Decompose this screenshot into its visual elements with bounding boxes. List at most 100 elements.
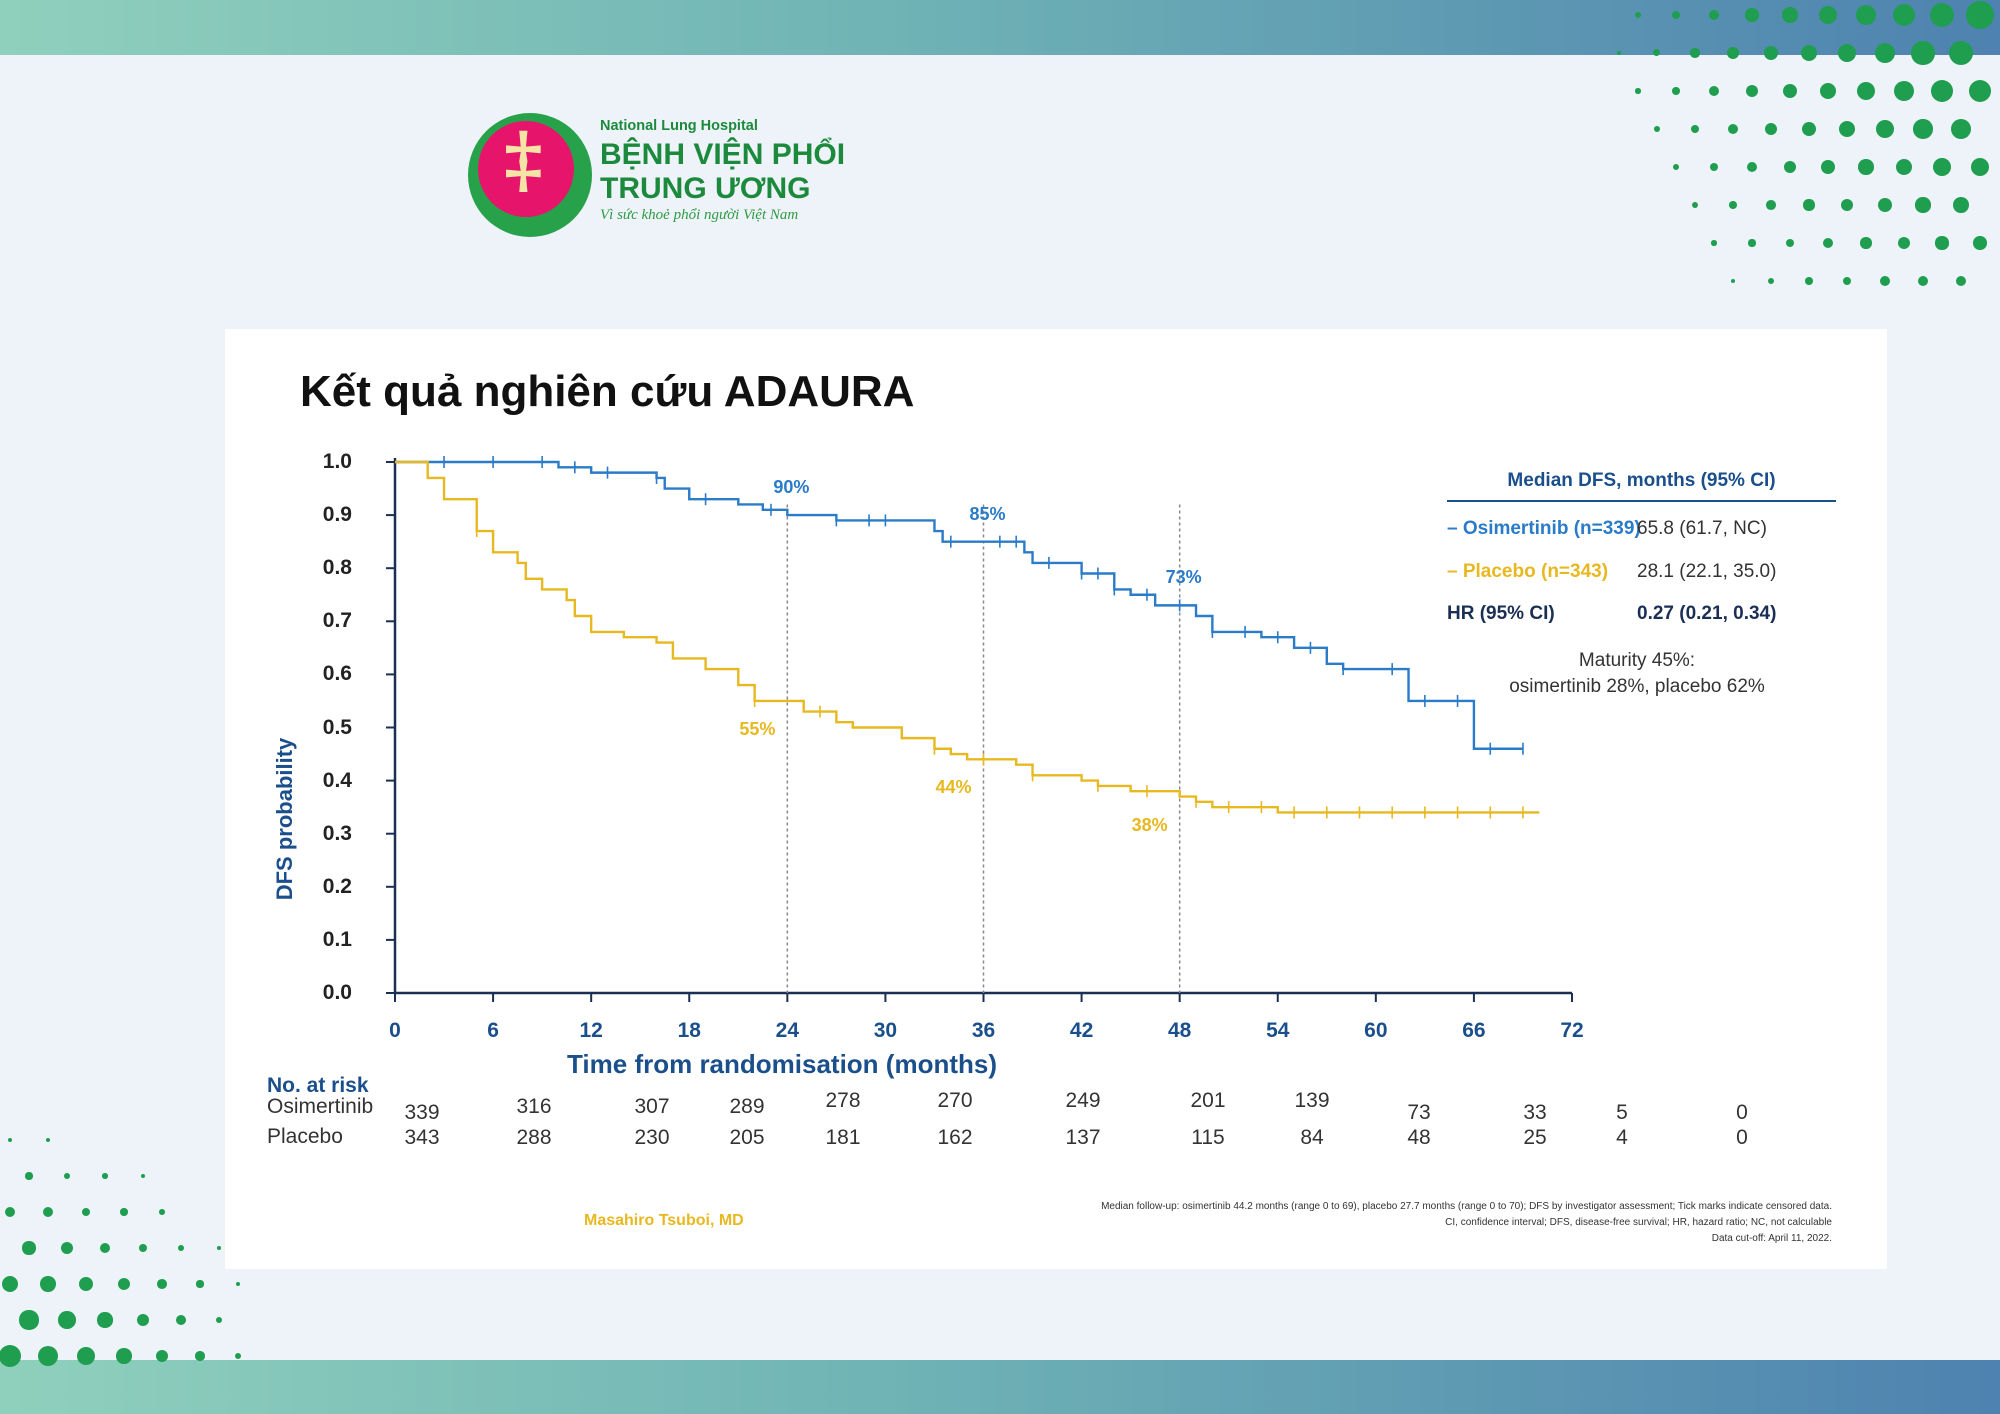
decorative-dot [7,1137,13,1143]
decorative-dot [1838,120,1856,138]
risk-value: 162 [937,1126,973,1149]
y-tick-label: 0.0 [322,981,352,1004]
risk-value: 0 [1736,1101,1748,1124]
risk-value: 339 [404,1101,440,1124]
decorative-dot [1785,238,1795,248]
legend-name: – Osimertinib (n=339) [1447,518,1641,539]
decorative-dot [215,1316,223,1324]
footnote-line: Data cut-off: April 11, 2022. [1711,1233,1832,1244]
decorative-dot [63,1172,71,1180]
decorative-dot [1616,50,1622,56]
decorative-dot [116,1348,132,1364]
median-dfs-legend: Median DFS, months (95% CI) – Osimertini… [1447,470,1836,697]
decorative-dot [1805,277,1813,285]
risk-value: 249 [1065,1089,1101,1112]
hospital-logo: ‡ National Lung Hospital BỆNH VIỆN PHỔI … [468,113,868,243]
decorative-dot [1860,237,1872,249]
decorative-dot [1842,276,1852,286]
decorative-dot [1955,275,1967,287]
decorative-dot [234,1352,242,1360]
footnote-line: CI, confidence interval; DFS, disease-fr… [1445,1217,1832,1228]
y-tick-label: 0.1 [322,927,352,951]
decorative-dot [1877,197,1893,213]
x-tick-label: 36 [971,1019,996,1042]
decorative-dot [1874,42,1896,64]
decorative-dot [157,1279,167,1289]
footnote-line: Median follow-up: osimertinib 44.2 month… [1101,1201,1832,1212]
decorative-dot [159,1209,165,1215]
y-tick-label: 0.8 [322,556,352,580]
x-tick-label: 30 [873,1019,898,1042]
decorative-dot [1913,119,1933,139]
decorative-dot [4,1206,16,1218]
decorative-dot [1892,3,1916,27]
decorative-dot [1800,44,1818,62]
decorative-dot [1966,1,1994,29]
decorative-dot [235,1281,241,1287]
decorative-dot [1767,277,1775,285]
percent-label: 38% [1131,814,1168,835]
risk-value: 5 [1616,1101,1628,1124]
y-tick-label: 0.9 [322,503,352,527]
decorative-dot [1672,163,1680,171]
logo-emblem-inner [478,121,574,217]
y-tick-label: 1.0 [322,450,352,473]
logo-emblem: ‡ [468,113,592,237]
decorative-dot [1672,87,1680,95]
decorative-dot [1745,84,1759,98]
decorative-dot [1671,10,1681,20]
risk-row-name-osimertinib: Osimertinib [267,1095,374,1118]
decorative-dot [1782,83,1798,99]
decorative-dot [1911,41,1935,65]
decorative-dot [1970,157,1990,177]
slide-title: Kết quả nghiên cứu ADAURA [300,367,915,416]
decorative-dot [1935,236,1949,250]
decorative-dot [136,1313,150,1327]
y-tick-label: 0.7 [322,609,352,633]
x-axis-label: Time from randomisation (months) [567,1049,997,1079]
risk-value: 289 [729,1095,765,1118]
decorative-dot [1727,47,1739,59]
decorative-dot [1840,198,1854,212]
y-tick-label: 0.3 [322,821,352,845]
decorative-dot [1635,12,1641,18]
decorative-dot [1822,237,1834,249]
decorative-dot [1858,159,1874,175]
decorative-dot [1727,123,1739,135]
decorative-dot [1819,6,1837,24]
footnote: Median follow-up: osimertinib 44.2 month… [932,1199,1832,1247]
x-tick-label: 60 [1364,1019,1388,1042]
decorative-dot [1746,161,1758,173]
decorative-dot [1709,162,1719,172]
x-tick-label: 54 [1266,1019,1290,1042]
decorative-dot [0,1344,22,1368]
decorative-dot [1855,4,1877,26]
x-tick-label: 42 [1069,1019,1094,1042]
decorative-dot [1950,118,1972,140]
author-credit: Masahiro Tsuboi, MD [584,1212,744,1229]
risk-value: 205 [729,1126,765,1149]
risk-value: 137 [1065,1126,1101,1149]
legend-value: 65.8 (61.7, NC) [1637,518,1767,539]
logo-tagline: Vì sức khoẻ phổi người Việt Nam [600,207,799,223]
risk-value: 73 [1407,1101,1431,1124]
risk-value: 343 [404,1126,440,1149]
x-tick-label: 48 [1167,1019,1192,1042]
decorative-dot [1875,119,1895,139]
decorative-dot [1893,80,1915,102]
decorative-dot [1915,197,1931,213]
decorative-dot [155,1349,169,1363]
risk-value: 270 [937,1089,973,1112]
decorative-dot [1692,202,1698,208]
y-tick-label: 0.6 [322,662,352,686]
decorative-dot [176,1315,186,1325]
decorative-dot [1856,81,1876,101]
decorative-dot [195,1351,205,1361]
decorative-dot [25,1172,33,1180]
decorative-dot [1930,79,1954,103]
x-tick-label: 12 [579,1019,603,1042]
decorative-dot [1803,199,1815,211]
decorative-dot [81,1207,91,1217]
bottom-banner [0,1360,2000,1414]
decorative-dot [78,1276,94,1292]
